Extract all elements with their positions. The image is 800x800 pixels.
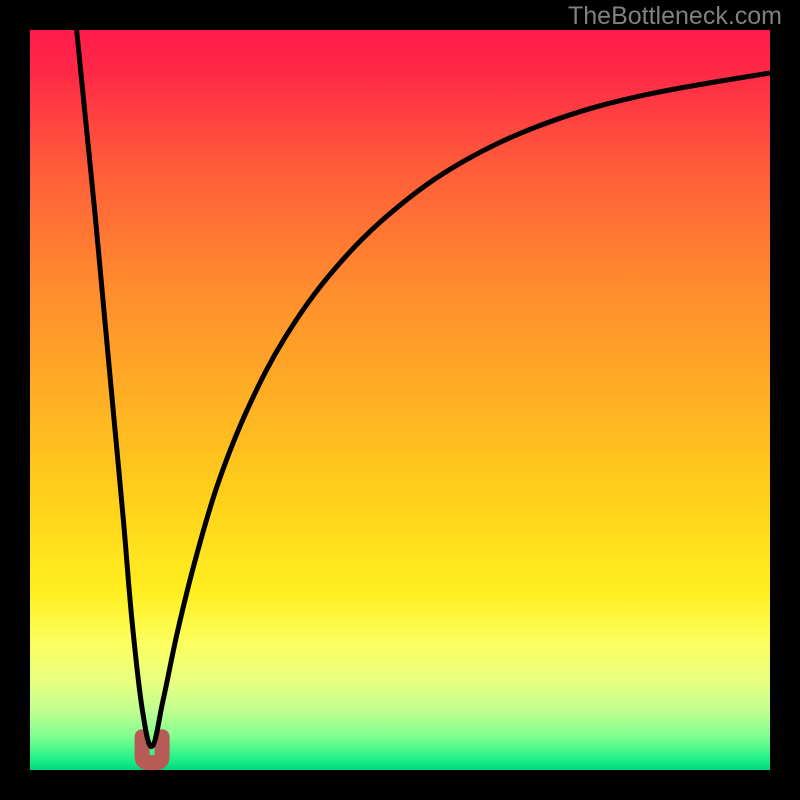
gradient-background — [30, 30, 770, 770]
chart-stage: TheBottleneck.com — [0, 0, 800, 800]
watermark-text: TheBottleneck.com — [568, 2, 782, 31]
chart-svg — [0, 0, 800, 800]
